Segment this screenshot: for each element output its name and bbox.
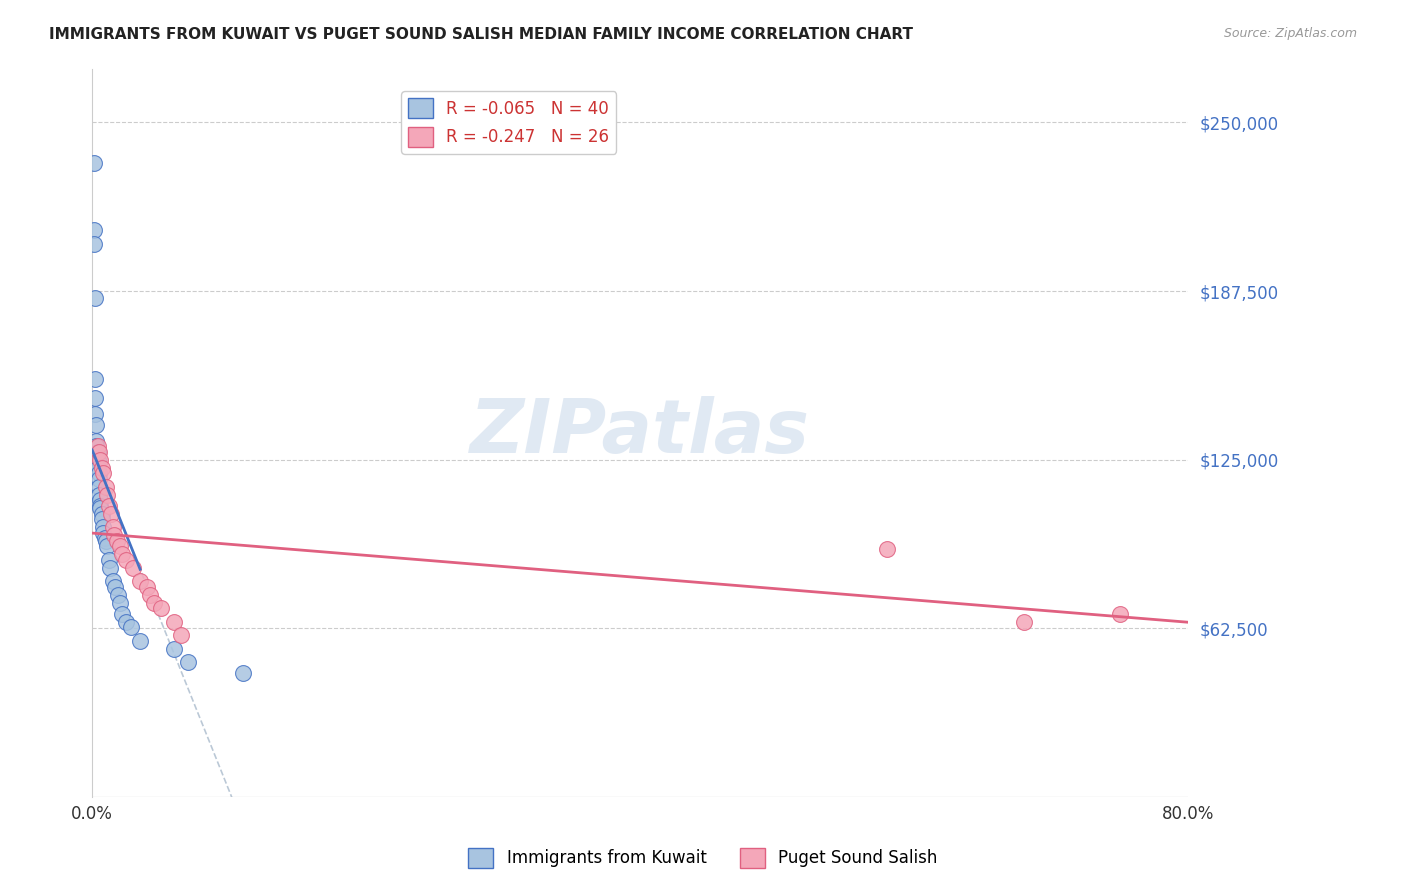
- Point: [108, 596, 131, 610]
- Point: [84, 291, 107, 305]
- Point: [86, 444, 108, 458]
- Point: [90, 461, 112, 475]
- Point: [101, 520, 124, 534]
- Point: [232, 665, 254, 680]
- Point: [104, 580, 127, 594]
- Point: [876, 541, 898, 556]
- Point: [87, 444, 110, 458]
- Point: [115, 615, 138, 629]
- Point: [142, 596, 165, 610]
- Point: [129, 633, 152, 648]
- Point: [87, 480, 110, 494]
- Point: [94, 480, 117, 494]
- Point: [84, 372, 107, 386]
- Point: [97, 552, 120, 566]
- Point: [87, 488, 110, 502]
- Point: [177, 655, 200, 669]
- Point: [86, 461, 108, 475]
- Point: [84, 407, 107, 421]
- Point: [120, 620, 142, 634]
- Point: [83, 236, 105, 251]
- Point: [89, 501, 111, 516]
- Point: [91, 520, 114, 534]
- Point: [87, 472, 110, 486]
- Point: [163, 641, 186, 656]
- Point: [90, 512, 112, 526]
- Text: IMMIGRANTS FROM KUWAIT VS PUGET SOUND SALISH MEDIAN FAMILY INCOME CORRELATION CH: IMMIGRANTS FROM KUWAIT VS PUGET SOUND SA…: [49, 27, 914, 42]
- Point: [84, 439, 107, 453]
- Point: [129, 574, 152, 589]
- Point: [83, 223, 105, 237]
- Point: [89, 493, 111, 508]
- Point: [98, 561, 121, 575]
- Point: [84, 434, 107, 448]
- Point: [108, 539, 131, 553]
- Point: [84, 391, 107, 405]
- Point: [111, 607, 134, 621]
- Point: [89, 499, 111, 513]
- Text: ZIPatlas: ZIPatlas: [470, 396, 810, 469]
- Point: [96, 539, 118, 553]
- Legend: Immigrants from Kuwait, Puget Sound Salish: Immigrants from Kuwait, Puget Sound Sali…: [461, 841, 945, 875]
- Point: [90, 507, 112, 521]
- Point: [96, 488, 118, 502]
- Point: [91, 467, 114, 481]
- Point: [91, 525, 114, 540]
- Point: [89, 452, 111, 467]
- Point: [163, 615, 186, 629]
- Point: [86, 452, 108, 467]
- Point: [83, 156, 105, 170]
- Point: [136, 580, 159, 594]
- Point: [107, 588, 129, 602]
- Point: [93, 531, 115, 545]
- Point: [101, 574, 124, 589]
- Point: [115, 552, 138, 566]
- Point: [1012, 615, 1035, 629]
- Point: [170, 628, 193, 642]
- Point: [149, 601, 172, 615]
- Point: [122, 561, 145, 575]
- Point: [84, 417, 107, 432]
- Point: [100, 507, 122, 521]
- Point: [94, 533, 117, 548]
- Legend: R = -0.065   N = 40, R = -0.247   N = 26: R = -0.065 N = 40, R = -0.247 N = 26: [401, 91, 616, 153]
- Point: [97, 499, 120, 513]
- Point: [87, 467, 110, 481]
- Point: [86, 439, 108, 453]
- Point: [105, 533, 128, 548]
- Point: [103, 528, 125, 542]
- Point: [111, 547, 134, 561]
- Text: Source: ZipAtlas.com: Source: ZipAtlas.com: [1223, 27, 1357, 40]
- Point: [138, 588, 160, 602]
- Point: [1108, 607, 1130, 621]
